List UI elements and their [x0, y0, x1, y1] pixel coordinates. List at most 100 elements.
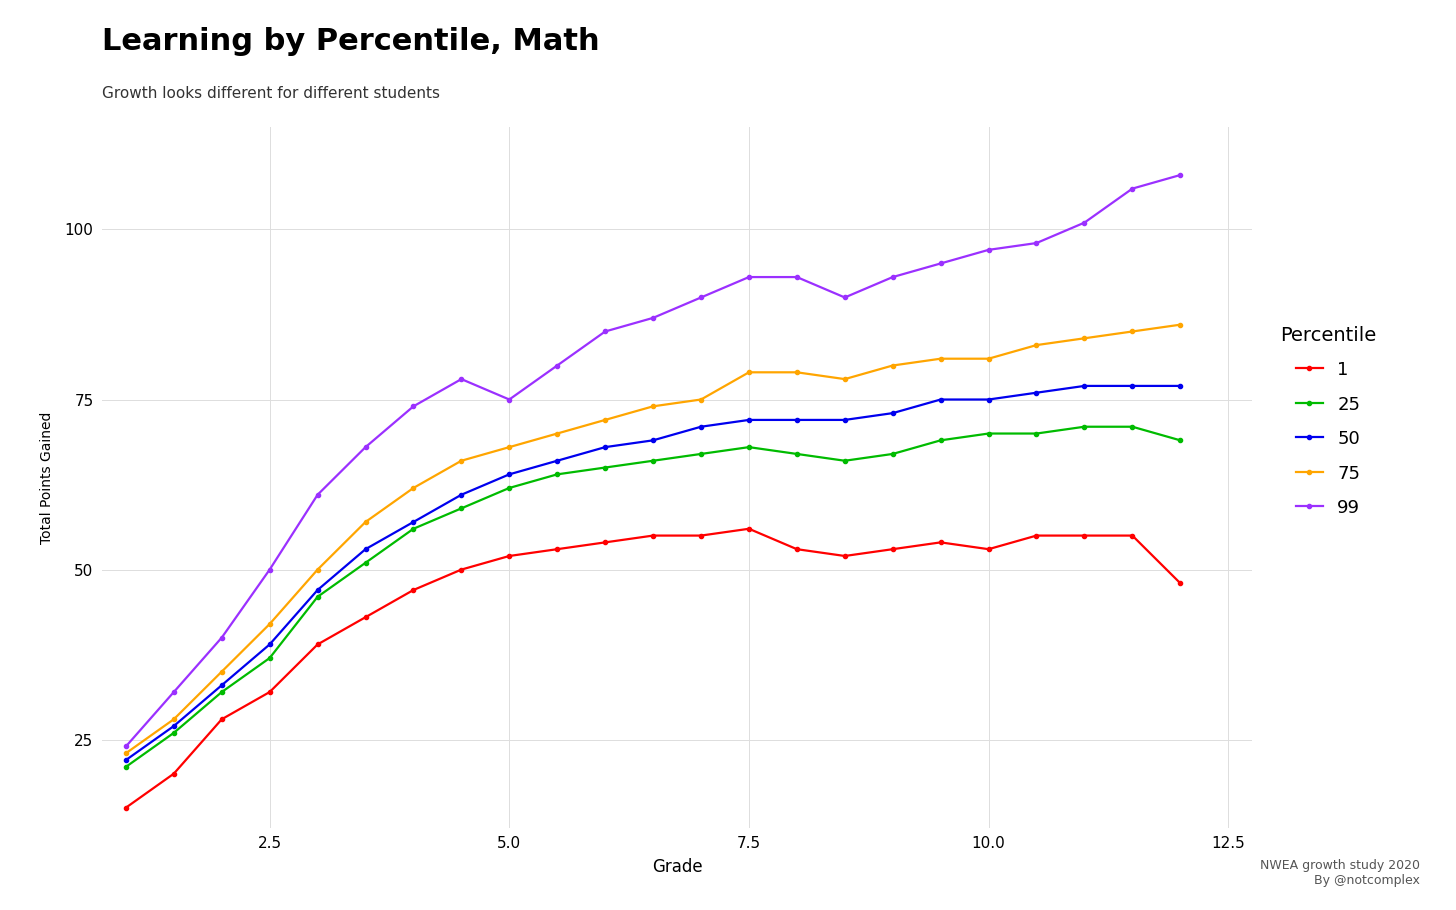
- 50: [1124, 380, 1142, 391]
- 25: [309, 592, 326, 602]
- 75: [165, 713, 182, 724]
- 75: [1076, 333, 1093, 344]
- 25: [405, 523, 422, 534]
- 75: [501, 441, 518, 452]
- 50: [1028, 388, 1045, 399]
- 1: [884, 543, 901, 554]
- 99: [165, 686, 182, 697]
- 1: [740, 523, 757, 534]
- 99: [1028, 238, 1045, 248]
- 50: [165, 721, 182, 732]
- 25: [549, 469, 566, 480]
- 25: [1028, 428, 1045, 439]
- 50: [453, 490, 470, 501]
- 75: [597, 414, 614, 425]
- 99: [549, 360, 566, 371]
- 1: [1172, 578, 1190, 589]
- Line: 75: 75: [124, 323, 1182, 755]
- 50: [836, 414, 853, 425]
- 1: [405, 584, 422, 595]
- 50: [884, 408, 901, 419]
- 99: [405, 401, 422, 412]
- 99: [645, 312, 662, 323]
- X-axis label: Grade: Grade: [652, 858, 702, 876]
- 25: [1076, 421, 1093, 432]
- 50: [788, 414, 805, 425]
- 99: [501, 394, 518, 405]
- 99: [357, 441, 374, 452]
- 75: [740, 367, 757, 378]
- 75: [453, 455, 470, 466]
- 50: [740, 414, 757, 425]
- 1: [453, 564, 470, 575]
- 99: [213, 632, 230, 643]
- 25: [116, 762, 134, 773]
- 75: [692, 394, 709, 405]
- 1: [597, 537, 614, 548]
- 25: [213, 686, 230, 697]
- 25: [788, 449, 805, 460]
- 75: [788, 367, 805, 378]
- 1: [692, 531, 709, 541]
- 50: [501, 469, 518, 480]
- 25: [501, 482, 518, 493]
- 50: [309, 584, 326, 595]
- 50: [405, 517, 422, 528]
- 99: [980, 245, 997, 256]
- 75: [309, 564, 326, 575]
- 75: [836, 374, 853, 385]
- 1: [1124, 531, 1142, 541]
- 25: [645, 455, 662, 466]
- 75: [213, 666, 230, 677]
- 75: [261, 619, 278, 630]
- 1: [165, 768, 182, 779]
- 50: [980, 394, 997, 405]
- 75: [405, 482, 422, 493]
- 25: [932, 435, 949, 446]
- 1: [980, 543, 997, 554]
- 1: [116, 803, 134, 814]
- 25: [884, 449, 901, 460]
- 99: [453, 374, 470, 385]
- 1: [1028, 531, 1045, 541]
- 99: [932, 258, 949, 269]
- 99: [261, 564, 278, 575]
- 25: [1124, 421, 1142, 432]
- 25: [740, 441, 757, 452]
- Y-axis label: Total Points Gained: Total Points Gained: [39, 411, 54, 544]
- 50: [645, 435, 662, 446]
- 25: [165, 727, 182, 738]
- 1: [788, 543, 805, 554]
- 25: [453, 503, 470, 514]
- 25: [261, 652, 278, 663]
- Line: 50: 50: [124, 384, 1182, 763]
- 99: [1076, 217, 1093, 228]
- 50: [597, 441, 614, 452]
- 1: [261, 686, 278, 697]
- 75: [1028, 339, 1045, 350]
- 1: [836, 551, 853, 561]
- 99: [1172, 169, 1190, 180]
- 50: [116, 754, 134, 765]
- Legend: 1, 25, 50, 75, 99: 1, 25, 50, 75, 99: [1273, 318, 1383, 525]
- Line: 99: 99: [124, 173, 1182, 749]
- Text: Learning by Percentile, Math: Learning by Percentile, Math: [102, 27, 600, 56]
- 75: [645, 401, 662, 412]
- 99: [692, 292, 709, 303]
- 1: [357, 612, 374, 622]
- Text: NWEA growth study 2020
By @notcomplex: NWEA growth study 2020 By @notcomplex: [1259, 859, 1420, 887]
- 1: [501, 551, 518, 561]
- 1: [213, 713, 230, 724]
- 25: [980, 428, 997, 439]
- 25: [692, 449, 709, 460]
- 75: [116, 748, 134, 759]
- 50: [1076, 380, 1093, 391]
- 50: [932, 394, 949, 405]
- 1: [645, 531, 662, 541]
- 1: [1076, 531, 1093, 541]
- 50: [549, 455, 566, 466]
- 99: [788, 271, 805, 282]
- 75: [549, 428, 566, 439]
- 99: [740, 271, 757, 282]
- 50: [692, 421, 709, 432]
